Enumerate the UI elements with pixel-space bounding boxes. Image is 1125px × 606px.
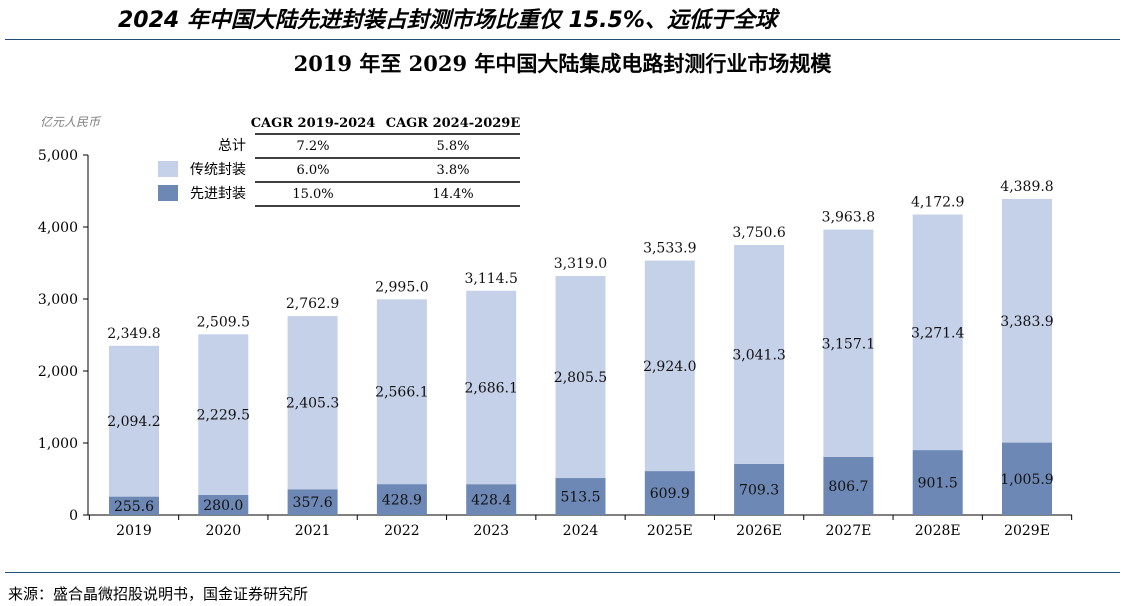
bar-advanced-packaging: [912, 450, 963, 515]
data-label-traditional: 3,157.1: [822, 336, 875, 352]
data-label-traditional: 3,383.9: [1000, 314, 1053, 330]
y-tick-label: 3,000: [38, 292, 78, 308]
cagr-value: 14.4%: [432, 187, 473, 202]
bar-advanced-packaging: [376, 484, 427, 515]
y-tick-label: 4,000: [38, 220, 78, 236]
headline: 2024 年中国大陆先进封装占封测市场比重仅 15.5%、远低于全球: [118, 8, 777, 33]
bar-traditional-packaging: [466, 290, 517, 485]
unit-label: 亿元人民币: [40, 115, 101, 129]
legend-label: 先进封装: [190, 186, 246, 202]
data-label-total: 3,963.8: [822, 210, 875, 226]
data-label-total: 2,995.0: [375, 279, 428, 295]
x-tick-label: 2029E: [1004, 523, 1050, 539]
data-label-traditional: 2,924.0: [643, 359, 696, 375]
data-label-total: 2,349.8: [107, 326, 160, 342]
legend-swatch: [158, 185, 178, 201]
cagr-value: 5.8%: [436, 139, 469, 154]
x-tick-label: 2021: [295, 523, 331, 539]
cagr-header: CAGR 2019-2024: [251, 116, 376, 131]
data-label-total: 3,319.0: [554, 256, 607, 272]
bar-advanced-packaging: [734, 463, 785, 515]
data-label-advanced: 806.7: [828, 479, 868, 495]
x-tick-label: 2027E: [825, 523, 871, 539]
x-tick-label: 2025E: [647, 523, 693, 539]
bar-traditional-packaging: [555, 276, 606, 479]
x-tick-label: 2022: [384, 523, 420, 539]
legend-swatch: [158, 161, 178, 177]
data-label-advanced: 609.9: [650, 486, 690, 502]
data-label-traditional: 2,229.5: [197, 408, 250, 424]
data-label-traditional: 3,271.4: [911, 325, 965, 341]
data-label-total: 4,172.9: [911, 195, 964, 211]
bar-traditional-packaging: [198, 334, 249, 495]
y-tick-label: 2,000: [38, 364, 78, 380]
chart-title: 2019 年至 2029 年中国大陆集成电路封测行业市场规模: [293, 51, 832, 76]
bar-advanced-packaging: [466, 484, 517, 515]
bar-advanced-packaging: [555, 478, 606, 515]
cagr-value: 3.8%: [436, 163, 469, 178]
data-label-traditional: 2,405.3: [286, 396, 339, 412]
data-label-total: 3,750.6: [732, 225, 786, 241]
data-label-advanced: 513.5: [560, 490, 600, 506]
data-label-advanced: 709.3: [739, 482, 779, 498]
source-note: 来源：盛合晶微招股说明书，国金证券研究所: [8, 585, 309, 603]
bar-traditional-packaging: [109, 345, 159, 497]
x-tick-label: 2019: [116, 523, 152, 539]
data-label-traditional: 2,805.5: [554, 370, 607, 386]
x-tick-label: 2028E: [915, 523, 961, 539]
bar-traditional-packaging: [644, 260, 695, 472]
data-label-total: 3,114.5: [464, 271, 517, 287]
bar-traditional-packaging: [1002, 198, 1052, 443]
bar-traditional-packaging: [376, 299, 427, 485]
legend-label: 总计: [218, 138, 246, 154]
data-label-traditional: 2,566.1: [375, 385, 428, 401]
data-label-advanced: 1,005.9: [1000, 472, 1053, 488]
data-label-traditional: 3,041.3: [732, 347, 785, 363]
x-tick-label: 2026E: [736, 523, 782, 539]
bar-advanced-packaging: [1002, 442, 1052, 515]
x-tick-label: 2024: [563, 523, 599, 539]
data-label-traditional: 2,094.2: [107, 414, 160, 430]
cagr-value: 7.2%: [296, 139, 329, 154]
bar-advanced-packaging: [644, 471, 695, 515]
data-label-advanced: 280.0: [203, 498, 243, 514]
bar-advanced-packaging: [287, 489, 338, 515]
cagr-value: 6.0%: [296, 163, 329, 178]
bar-traditional-packaging: [287, 316, 338, 490]
data-label-traditional: 2,686.1: [464, 380, 517, 396]
cagr-header: CAGR 2024-2029E: [386, 116, 521, 131]
data-label-total: 4,389.8: [1000, 179, 1053, 195]
data-label-advanced: 428.9: [382, 493, 422, 509]
data-label-total: 3,533.9: [643, 241, 696, 257]
bottom-rule: [5, 572, 1120, 573]
bar-advanced-packaging: [109, 496, 159, 515]
data-label-total: 2,762.9: [286, 296, 339, 312]
bar-advanced-packaging: [198, 494, 249, 515]
y-tick-label: 1,000: [38, 436, 78, 452]
x-tick-label: 2020: [205, 523, 241, 539]
x-tick-label: 2023: [473, 523, 509, 539]
bar-traditional-packaging: [734, 244, 785, 464]
y-tick-label: 0: [69, 508, 78, 524]
legend-label: 传统封装: [190, 162, 246, 178]
cagr-value: 15.0%: [292, 187, 333, 202]
bar-traditional-packaging: [912, 214, 963, 451]
stacked-bar-chart: 0 1,000 2,000 3,000 4,000 5,000 255.6 2,094.2 2,…: [38, 116, 1073, 539]
y-tick-label: 5,000: [38, 148, 78, 164]
data-label-advanced: 255.6: [114, 499, 154, 515]
top-rule: [5, 39, 1120, 40]
bar-traditional-packaging: [823, 229, 874, 457]
data-label-advanced: 428.4: [471, 493, 511, 509]
data-label-total: 2,509.5: [197, 314, 250, 330]
data-label-advanced: 901.5: [918, 476, 958, 492]
bar-advanced-packaging: [823, 456, 874, 515]
data-label-advanced: 357.6: [293, 495, 333, 511]
